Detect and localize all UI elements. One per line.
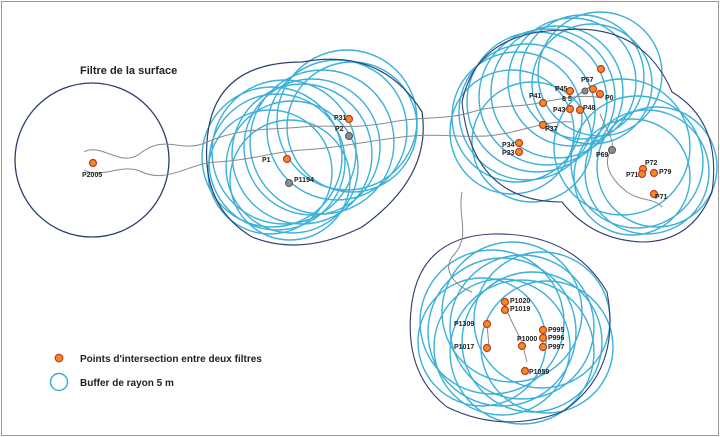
point-P997 — [538, 342, 548, 352]
point-labels: P2005 P1194 P1 P31 P2 P41 P45 P57 8 5 P0… — [82, 77, 672, 376]
point-P45 — [565, 86, 575, 96]
point-P34 — [514, 138, 524, 148]
label-P1059: P1059 — [529, 369, 549, 376]
label-P1017: P1017 — [454, 344, 474, 351]
point-P48 — [575, 105, 585, 115]
grey-points — [285, 87, 616, 187]
intersection-points — [88, 64, 659, 376]
label-P0: P0 — [605, 95, 614, 102]
label-P33: P33 — [502, 150, 515, 157]
map-title: Filtre de la surface — [80, 65, 177, 77]
point-P1309 — [482, 319, 492, 329]
label-P43: P43 — [553, 107, 566, 114]
point-P31 — [344, 114, 354, 124]
buffer-outline-3 — [409, 233, 611, 423]
point-P79 — [649, 168, 659, 178]
point-P1017 — [482, 343, 492, 353]
label-P69: P69 — [596, 152, 609, 159]
buffer-cluster-1 — [201, 49, 418, 241]
point-P995 — [538, 325, 548, 335]
buffer-outline-1 — [205, 58, 424, 246]
filter-circle-left — [14, 82, 170, 238]
label-P71a: P71 — [626, 172, 639, 179]
label-P1194: P1194 — [294, 177, 314, 184]
point-P71a — [637, 169, 647, 179]
label-P1000: P1000 — [517, 336, 537, 343]
point-P37 — [538, 120, 548, 130]
point-P1059 — [520, 366, 530, 376]
label-P997: P997 — [548, 344, 564, 351]
label-P34: P34 — [502, 142, 515, 149]
label-P72: P72 — [645, 160, 658, 167]
label-P2: P2 — [335, 126, 344, 133]
legend-point-symbol — [54, 353, 64, 363]
point-P43 — [565, 104, 575, 114]
point-P33 — [514, 147, 524, 157]
point-P41 — [538, 98, 548, 108]
point-P1 — [282, 154, 292, 164]
point-P71b — [649, 189, 659, 199]
legend: Points d'intersection entre deux filtres… — [49, 353, 262, 392]
label-P48: P48 — [583, 105, 596, 112]
label-P1019: P1019 — [510, 306, 530, 313]
point-P0 — [595, 89, 605, 99]
label-P1020: P1020 — [510, 298, 530, 305]
legend-points-label: Points d'intersection entre deux filtres — [80, 354, 262, 365]
legend-buffer-label: Buffer de rayon 5 m — [80, 378, 174, 389]
point-P57 — [588, 84, 598, 94]
buffer-outline-2 — [461, 28, 715, 243]
label-P1: P1 — [262, 157, 271, 164]
buffer-cluster-2 — [449, 11, 718, 236]
label-P71b: P71 — [655, 194, 668, 201]
point-P1020 — [500, 297, 510, 307]
label-P2005: P2005 — [82, 172, 102, 179]
label-P41: P41 — [529, 93, 542, 100]
point-P69 — [608, 146, 616, 154]
label-P31: P31 — [334, 115, 347, 122]
point-P1194 — [285, 179, 293, 187]
point-85 — [581, 87, 589, 95]
label-85: 8 5 — [562, 96, 572, 103]
label-P57: P57 — [581, 77, 594, 84]
tracks — [83, 95, 663, 363]
point-P996 — [538, 333, 548, 343]
buffer-cluster-3 — [417, 241, 614, 425]
legend-buffer-symbol — [49, 372, 69, 392]
label-P995: P995 — [548, 327, 564, 334]
point-P1019 — [500, 305, 510, 315]
point-P1000 — [517, 341, 527, 351]
label-P996: P996 — [548, 335, 564, 342]
point-P2005 — [88, 158, 98, 168]
point-P57-top — [596, 64, 606, 74]
point-P2 — [345, 132, 353, 140]
label-P37: P37 — [545, 126, 558, 133]
label-P45: P45 — [555, 86, 568, 93]
label-P79: P79 — [659, 169, 672, 176]
label-P1309: P1309 — [454, 321, 474, 328]
